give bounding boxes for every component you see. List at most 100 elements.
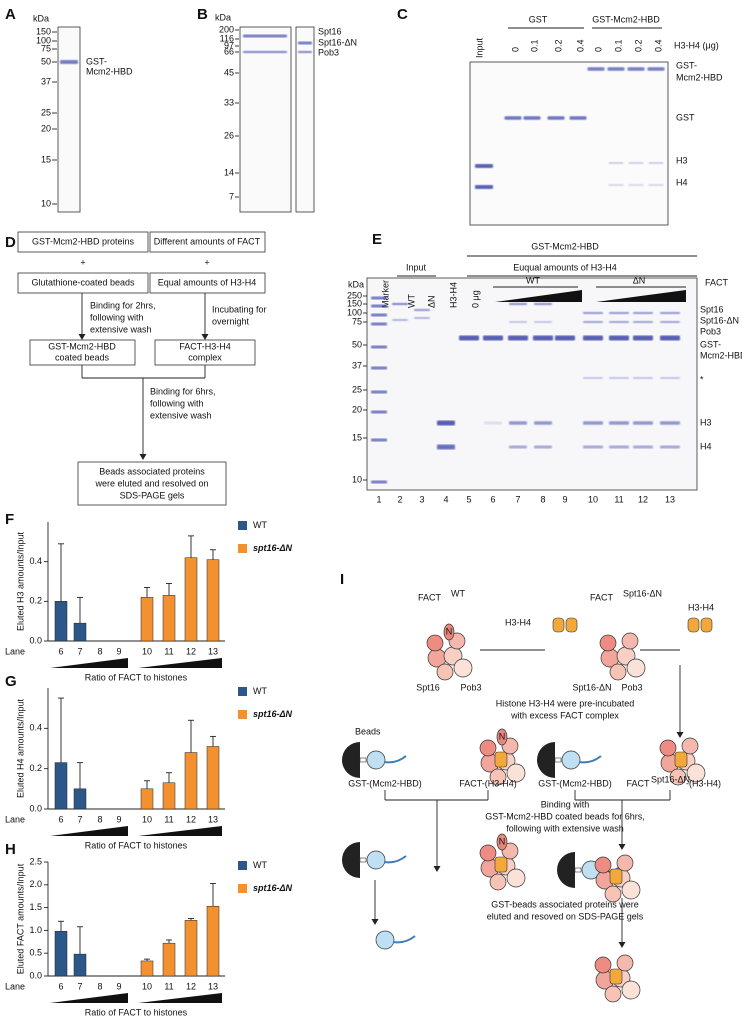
label: Pob3 xyxy=(621,682,642,692)
label: Spt16-ΔN xyxy=(651,774,690,784)
domain xyxy=(659,739,677,757)
band-label: * xyxy=(700,374,704,384)
gel-band xyxy=(392,302,408,306)
marker-label: 7 xyxy=(229,191,234,201)
marker-label: 100 xyxy=(347,307,362,317)
linker xyxy=(554,757,562,763)
gel-band xyxy=(371,322,387,326)
gel-band xyxy=(475,164,493,168)
gel-band xyxy=(555,335,575,341)
domain xyxy=(436,663,454,681)
gel-band xyxy=(371,480,387,484)
label: -(H3-H4) xyxy=(686,778,721,788)
marker-label: 50 xyxy=(41,56,51,66)
mcm2 xyxy=(375,930,395,950)
step-text: extensive wash xyxy=(150,410,212,420)
domain xyxy=(479,844,497,862)
gel-band xyxy=(628,184,644,186)
band-label: Spt16 xyxy=(700,304,724,314)
fact-title: FACT xyxy=(590,592,614,602)
bar xyxy=(206,559,220,642)
x-tick-label: 13 xyxy=(208,646,218,656)
legend-label: WT xyxy=(253,860,267,870)
gel-band xyxy=(243,50,287,54)
domain xyxy=(453,658,473,678)
gel-band xyxy=(633,421,653,425)
y-tick-label: 0.2 xyxy=(29,763,42,773)
domain xyxy=(604,885,622,903)
lane-title: ΔN xyxy=(426,295,436,308)
box-text: complex xyxy=(188,352,222,362)
domain xyxy=(616,854,634,872)
lane-number: 3 xyxy=(419,494,424,504)
marker-label: 25 xyxy=(352,384,362,394)
legend-label: spt16-ΔN xyxy=(253,543,293,553)
y-axis-label: Eluted H4 amounts/Input xyxy=(15,698,25,798)
gel-band xyxy=(60,60,78,64)
label: GST-(Mcm2-HBD) xyxy=(538,778,612,788)
gel-band xyxy=(534,421,552,425)
x-tick-label: 9 xyxy=(116,981,121,991)
gel-band xyxy=(547,116,565,120)
lane-label: Lane xyxy=(5,646,25,656)
bar xyxy=(54,931,68,977)
lane-number: 8 xyxy=(540,494,545,504)
group-label: GST xyxy=(529,14,548,24)
band-label: Spt16-ΔN xyxy=(700,315,739,325)
band-label: GST xyxy=(676,112,695,122)
panel-label: A xyxy=(5,6,16,23)
bar xyxy=(206,746,220,810)
gel-band xyxy=(609,421,629,425)
y-tick-label: 2.0 xyxy=(29,879,42,889)
marker-label: 25 xyxy=(41,107,51,117)
ramp xyxy=(50,826,128,836)
legend-swatch xyxy=(238,687,247,696)
legend-swatch xyxy=(238,884,247,893)
histone xyxy=(609,868,623,885)
x-tick-label: 13 xyxy=(208,981,218,991)
label: Spt16 xyxy=(416,682,440,692)
legend-label: WT xyxy=(253,686,267,696)
marker-label: 10 xyxy=(41,198,51,208)
bar xyxy=(162,595,176,642)
marker-label: 37 xyxy=(41,76,51,86)
fact-sup: WT xyxy=(451,588,465,598)
domain xyxy=(616,954,634,972)
label: GST-(Mcm2-HBD) xyxy=(348,778,422,788)
x-tick-label: 10 xyxy=(142,981,152,991)
band-label: Spt16-ΔN xyxy=(318,37,357,47)
box-text: SDS-PAGE gels xyxy=(120,490,185,500)
lane-label: Lane xyxy=(5,981,25,991)
marker-label: 50 xyxy=(352,339,362,349)
gel-band xyxy=(660,377,680,379)
marker-label: 97 xyxy=(224,40,234,50)
gel-band xyxy=(371,410,387,414)
n-tail xyxy=(496,833,508,851)
domain xyxy=(479,739,497,757)
box-text: Beads associated proteins xyxy=(99,466,205,476)
label: H3-H4 xyxy=(688,602,714,612)
gel-band xyxy=(648,184,664,186)
step-text: Binding for 2hrs, xyxy=(90,300,156,310)
unit-label: kDa xyxy=(33,13,49,23)
linker xyxy=(359,757,367,763)
gel-band xyxy=(508,335,528,341)
box-text: were eluted and resolved on xyxy=(94,478,208,488)
marker-label: 250 xyxy=(347,290,362,300)
marker-label: 15 xyxy=(41,154,51,164)
label: FACT xyxy=(626,778,650,788)
arrow-head xyxy=(618,844,626,850)
x-tick-label: 11 xyxy=(164,814,173,824)
bar xyxy=(162,782,176,810)
ramp xyxy=(138,826,222,836)
bead xyxy=(537,742,555,778)
hbd xyxy=(578,755,602,764)
ramp xyxy=(138,993,222,1003)
gel-band xyxy=(533,335,553,341)
x-axis-label: Ratio of FACT to histones xyxy=(85,840,188,850)
flow-box xyxy=(17,272,149,294)
flow-box xyxy=(17,231,149,253)
gel-band xyxy=(392,319,408,321)
bar xyxy=(73,788,87,810)
gel xyxy=(295,26,315,213)
